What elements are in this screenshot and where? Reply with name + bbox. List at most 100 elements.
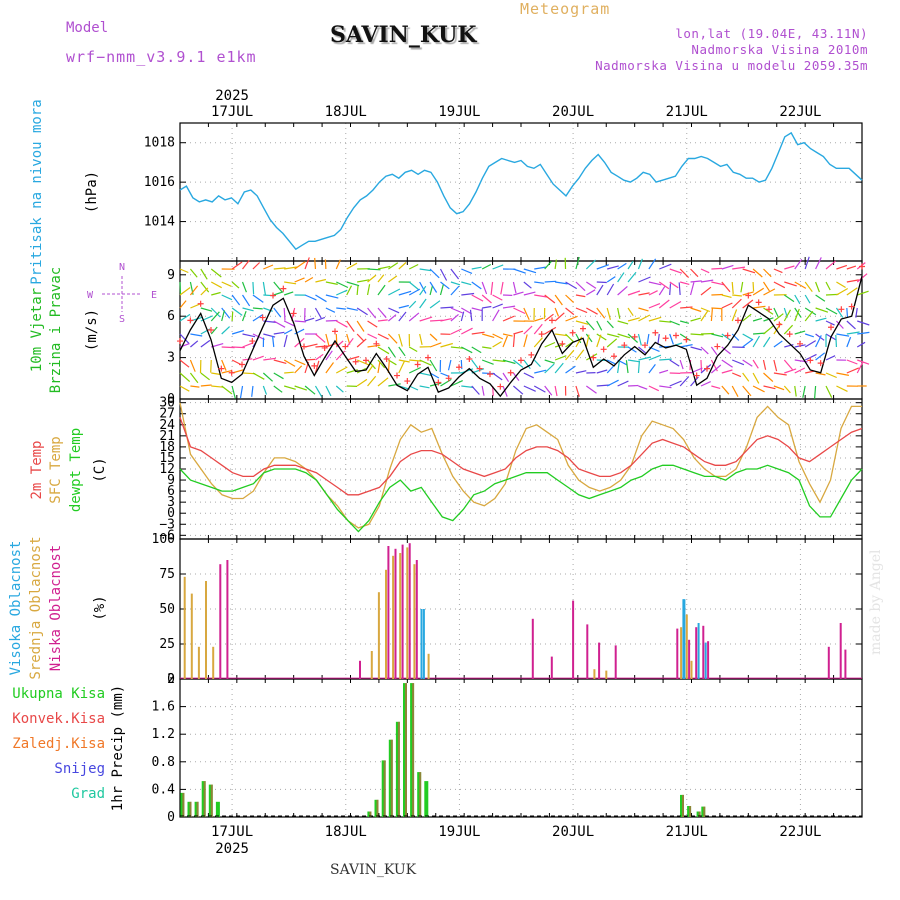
wind-arrow [648,354,662,361]
wind-gust-marker [714,343,721,350]
wind-arrow [419,372,432,376]
wind-arrow [731,309,738,322]
precip-conv-bar [203,781,206,817]
wind-arrow [627,260,634,270]
wind-arrow [450,307,463,314]
wind-arrow [586,385,597,394]
low-cloud-label: Niska Oblacnost [48,545,64,671]
wind-gust-marker [549,317,555,324]
wind-arrow [700,286,712,296]
wind-gust-marker [435,379,442,386]
wind-arrow [273,320,286,328]
wind-arrow [482,333,495,338]
low-cloud-bar [226,560,229,679]
wind-arrow [211,291,221,296]
wind-arrow [429,300,441,309]
panel-frame [179,122,863,262]
wind-arrow [659,320,672,323]
wind-gust-marker [797,340,803,347]
wind-arrow [585,334,590,348]
wind-arrow [388,307,400,314]
wind-arrow [721,385,730,395]
low-cloud-bar [598,642,601,679]
wind-arrow [846,265,857,270]
wind-arrow [846,320,856,330]
low-cloud-bar [359,660,361,679]
wind-arrow [273,291,284,296]
precip-legend-item: Konvek.Kisa [12,711,105,727]
wind-title-1: 10m Vjetar [29,288,45,372]
wind-gust-marker [445,375,452,382]
wind-arrow [815,372,826,376]
wind-arrow [513,268,526,274]
pressure-line [179,131,863,251]
wind-arrow [419,316,433,322]
wind-arrow [637,360,640,374]
wind-gust-marker [590,354,597,361]
y-tick-label: 9 [167,268,175,283]
wind-arrow [711,307,722,310]
precip-conv-bar [698,811,701,817]
wind-arrow [263,333,276,338]
wind-arrow [586,307,598,315]
wind-arrow [804,333,814,338]
compass-e: E [151,290,157,301]
wind-arrow [419,359,432,366]
wind-arrow [398,361,405,374]
wind-arrow [262,281,266,295]
panel-5: 0 0.4 0.8 1.2 1.6 2 [152,672,863,825]
y-tick-label: 100 [152,532,175,547]
y-tick-label: 21 [159,429,175,444]
wind-arrow [794,308,800,322]
wind-arrow [408,312,420,322]
wind-arrow [231,359,242,366]
wind-arrow [606,307,611,320]
wind-arrow [356,320,365,332]
wind-arrow [471,266,482,270]
wind-arrow [575,349,585,361]
wind-arrow [783,385,791,394]
wind-arrow [523,291,536,296]
mid-cloud-bar [190,593,193,679]
wind-arrow [377,319,388,322]
wind-arrow [669,283,672,296]
wind-arrow [825,385,833,398]
footer-station: SAVIN_KUK [330,862,417,878]
wind-arrow [210,311,220,322]
precip-legend: Ukupna Kisa Konvek.Kisa Zaledj.Kisa Snijeg G… [12,686,105,802]
wind-arrow [783,294,795,303]
wind-arrow [814,385,817,399]
wind-arrow [523,281,532,289]
wind-arrow [565,333,575,343]
wind-arrow [294,320,306,323]
wind-arrow [804,310,814,322]
wind-gust-marker [507,369,514,376]
wind-arrow [262,372,274,382]
wind-arrow [627,290,641,296]
wind-arrow [377,265,391,270]
wind-arrow [513,330,524,335]
wind-arrow [179,268,189,274]
wind-arrow [190,340,199,348]
y-tick-label: 3 [167,351,175,366]
wind-arrow [450,328,462,335]
wind-arrow [711,293,723,296]
wind-arrow [346,307,358,311]
dewpt-label: dewpt Temp [68,428,84,512]
high-cloud-bar [420,609,423,679]
y-tick-label: 0 [167,506,175,521]
wind-arrow [335,350,346,361]
wind-arrow [252,262,261,270]
wind-arrow [669,359,680,367]
wind-arrow [179,385,190,392]
wind-arrow [314,385,323,398]
wind-arrow [221,385,233,395]
wind-arrow [679,281,690,285]
wind-gust-marker [621,342,628,349]
wind-arrow [221,307,231,319]
wind-arrow [856,341,866,348]
wind-arrow [200,307,213,312]
wind-arrow [408,281,420,291]
wind-arrow [752,385,765,393]
wind-arrow [637,258,643,270]
